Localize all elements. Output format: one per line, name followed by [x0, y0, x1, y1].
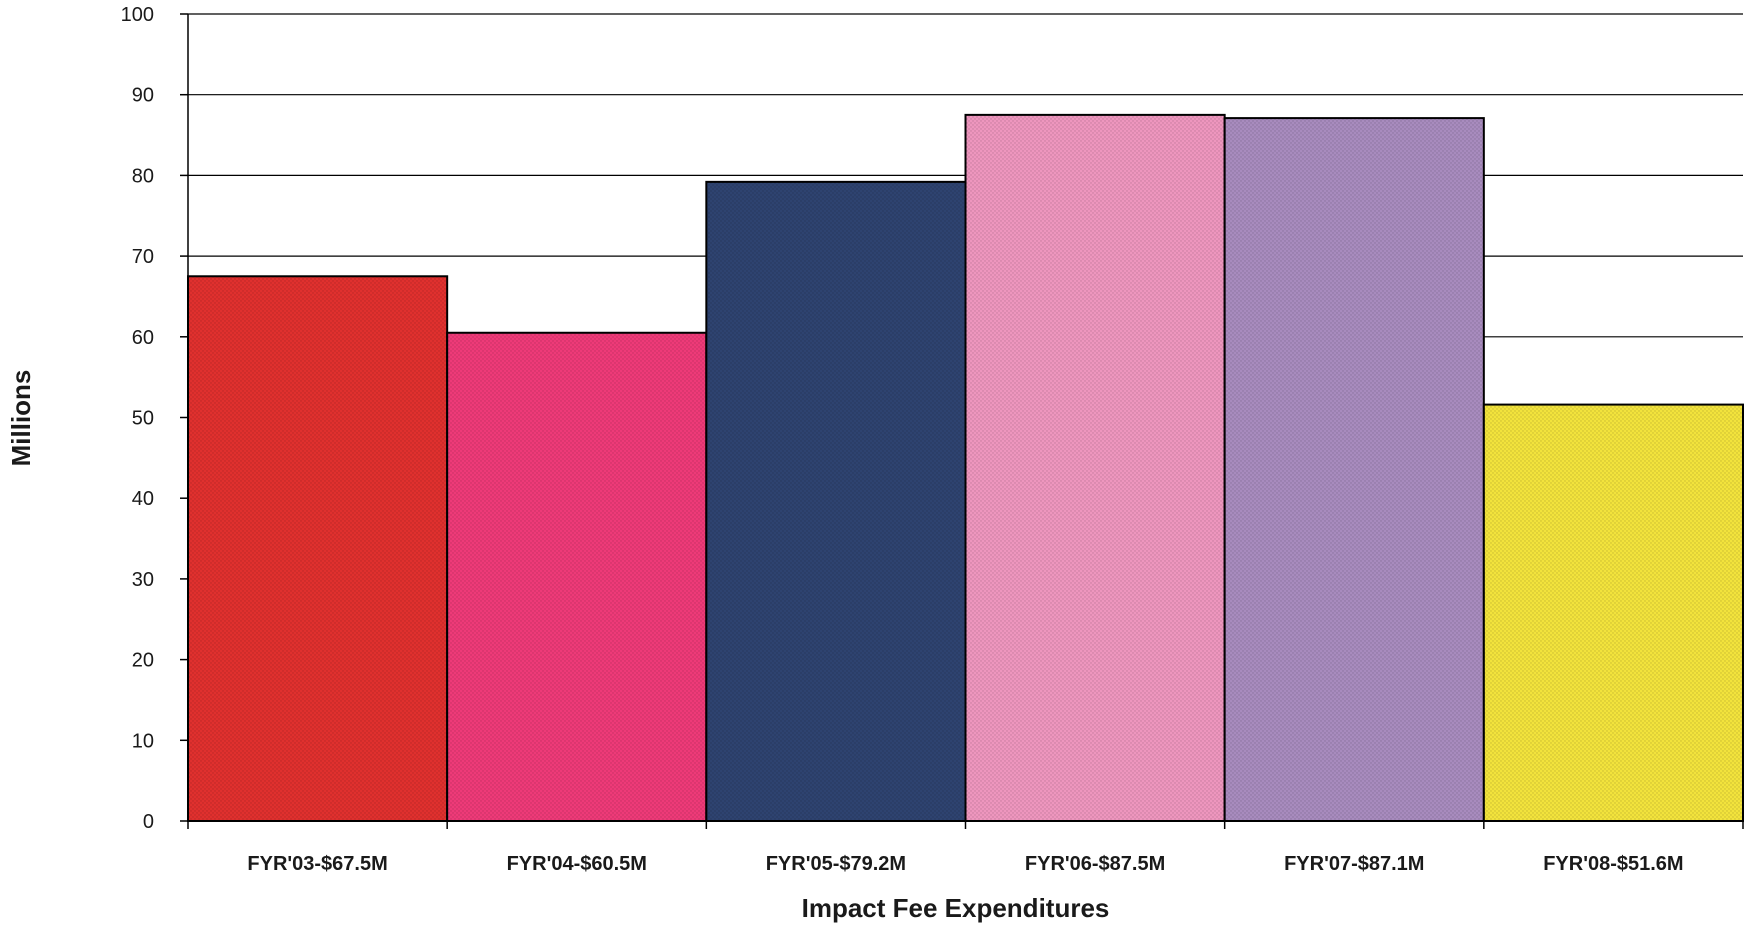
- bar-texture: [447, 332, 707, 821]
- x-tick-label: FYR'07-$87.1M: [1284, 853, 1424, 875]
- bar-texture: [965, 114, 1225, 821]
- y-tick-labels: 0 10 20 30 40 50 60 70 80 90 100: [121, 4, 154, 833]
- bar-texture: [1483, 404, 1743, 821]
- y-tick-label: 20: [132, 650, 154, 672]
- y-tick-label: 50: [132, 408, 154, 430]
- bar-texture: [1224, 118, 1484, 821]
- y-tick-label: 60: [132, 327, 154, 349]
- y-tick-label: 10: [132, 730, 154, 752]
- y-tick-label: 80: [132, 165, 154, 187]
- y-axis-title: Millions: [6, 370, 36, 467]
- x-axis-title: Impact Fee Expenditures: [802, 893, 1110, 923]
- x-tick-label: FYR'06-$87.5M: [1025, 853, 1165, 875]
- y-tick-label: 0: [143, 811, 154, 833]
- y-tick-label: 30: [132, 569, 154, 591]
- y-tick-label: 40: [132, 488, 154, 510]
- bar-texture: [188, 276, 448, 821]
- x-tick-label: FYR'08-$51.6M: [1543, 853, 1683, 875]
- x-tick-label: FYR'05-$79.2M: [766, 853, 906, 875]
- y-tick-label: 100: [121, 4, 154, 26]
- axes: [180, 13, 1744, 829]
- x-tick-label: FYR'03-$67.5M: [247, 853, 387, 875]
- y-tick-label: 70: [132, 246, 154, 268]
- bar-texture: [706, 181, 966, 821]
- x-tick-labels: FYR'03-$67.5M FYR'04-$60.5M FYR'05-$79.2M F…: [247, 853, 1683, 875]
- x-tick-label: FYR'04-$60.5M: [507, 853, 647, 875]
- y-tick-label: 90: [132, 85, 154, 107]
- bars: [187, 113, 1745, 822]
